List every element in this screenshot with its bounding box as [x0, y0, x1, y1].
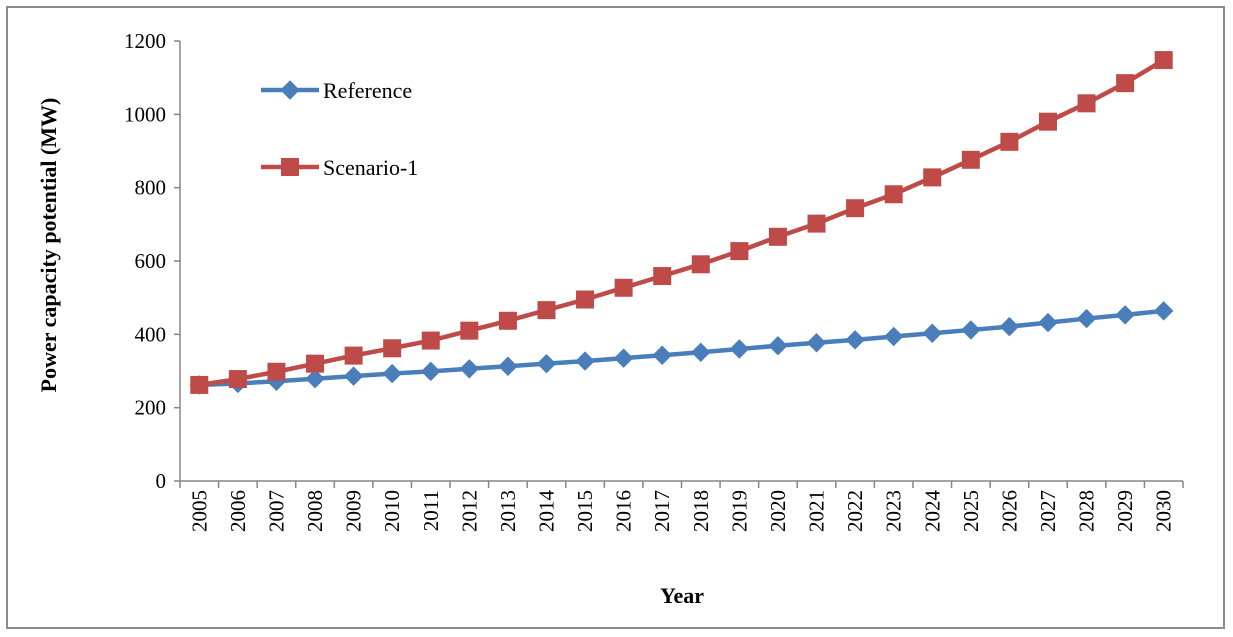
x-tick-label: 2019 [727, 490, 751, 532]
x-tick-label: 2030 [1152, 490, 1176, 532]
data-point [1154, 51, 1173, 70]
x-tick-label: 2005 [187, 490, 211, 532]
data-point [1077, 94, 1096, 113]
series-line [199, 308, 1164, 388]
x-tick-label: 2013 [496, 490, 520, 532]
data-point [613, 348, 634, 368]
x-tick-label: 2018 [689, 490, 713, 532]
data-point [768, 335, 788, 356]
data-point [846, 199, 865, 218]
data-point [653, 267, 672, 286]
data-point [883, 326, 904, 347]
data-point [922, 323, 942, 343]
x-tick-label: 2027 [1036, 490, 1060, 532]
data-point [614, 278, 633, 297]
x-tick-label: 2017 [650, 490, 674, 532]
data-point [460, 321, 479, 340]
data-point [1116, 74, 1135, 93]
series-layer [189, 51, 1174, 395]
data-point [383, 339, 402, 358]
data-point [729, 339, 750, 359]
data-point [691, 342, 711, 363]
data-point [1076, 308, 1097, 329]
data-point [961, 320, 981, 340]
legend-item: Reference [261, 78, 412, 103]
x-tick-label: 2006 [226, 490, 250, 532]
y-tick-label: 1000 [124, 102, 166, 126]
x-tick-label: 2010 [380, 490, 404, 532]
data-point [190, 375, 209, 394]
data-point [999, 316, 1020, 337]
data-point [961, 150, 980, 169]
x-tick-label: 2024 [920, 490, 944, 533]
y-tick-label: 200 [135, 396, 167, 420]
x-tick-label: 2009 [342, 490, 366, 532]
axes: 0 200 400 600 800 1000 1200 2005 2006 2007 2008 200… [124, 29, 1184, 533]
y-tick-label: 1200 [124, 29, 166, 53]
data-point [498, 311, 517, 330]
x-tick-label: 2028 [1075, 490, 1099, 532]
data-point [281, 158, 299, 176]
y-axis-title: Power capacity potential (MW) [36, 98, 61, 393]
data-point [730, 242, 749, 261]
data-point [498, 356, 518, 376]
data-point [845, 330, 865, 350]
data-point [691, 255, 710, 274]
data-point [382, 363, 402, 384]
x-tick-label: 2021 [805, 490, 829, 532]
data-point [575, 351, 595, 371]
data-point [768, 227, 787, 246]
data-point [652, 345, 672, 365]
x-tick-label: 2012 [457, 490, 481, 532]
legend-item: Scenario-1 [261, 155, 418, 180]
x-tick-label: 2023 [882, 490, 906, 532]
data-point [537, 301, 556, 320]
data-point [1000, 132, 1019, 151]
series-reference [189, 301, 1174, 395]
x-tick-label: 2026 [997, 490, 1021, 532]
x-tick-label: 2011 [419, 490, 443, 531]
x-tick-label: 2025 [959, 490, 983, 532]
legend: Reference Scenario-1 [261, 78, 418, 180]
data-point [459, 359, 480, 379]
y-tick-label: 600 [135, 249, 167, 273]
data-point [806, 333, 827, 353]
data-point [807, 214, 826, 233]
data-point [344, 346, 363, 365]
x-tick-label: 2020 [766, 490, 790, 532]
y-tick-label: 400 [135, 322, 167, 346]
data-point [421, 361, 441, 382]
data-point [267, 362, 286, 381]
data-point [1115, 305, 1135, 325]
x-tick-label: 2029 [1113, 490, 1137, 532]
legend-label: Scenario-1 [323, 155, 418, 180]
chart-frame [6, 6, 1225, 629]
y-tick-label: 0 [156, 469, 167, 493]
data-point [923, 168, 942, 187]
x-tick-label: 2007 [264, 490, 288, 532]
series-scenario-1 [190, 51, 1173, 394]
x-tick-label: 2015 [573, 490, 597, 532]
x-tick-label: 2008 [303, 490, 327, 532]
x-tick-label: 2022 [843, 490, 867, 532]
x-tick-label: 2016 [612, 490, 636, 532]
data-point [576, 290, 595, 309]
y-tick-label: 800 [135, 176, 167, 200]
data-point [1038, 112, 1057, 131]
x-axis-title: Year [660, 583, 704, 608]
x-tick-label: 2014 [534, 490, 558, 533]
data-point [421, 331, 440, 350]
data-point [343, 366, 364, 386]
data-point [1154, 301, 1174, 321]
data-point [884, 185, 903, 204]
data-point [536, 353, 557, 374]
data-point [1038, 312, 1058, 333]
series-line [198, 58, 1165, 388]
data-point [228, 370, 247, 389]
data-point [305, 368, 325, 389]
data-point [280, 80, 300, 100]
legend-label: Reference [323, 78, 412, 103]
data-point [306, 354, 325, 373]
